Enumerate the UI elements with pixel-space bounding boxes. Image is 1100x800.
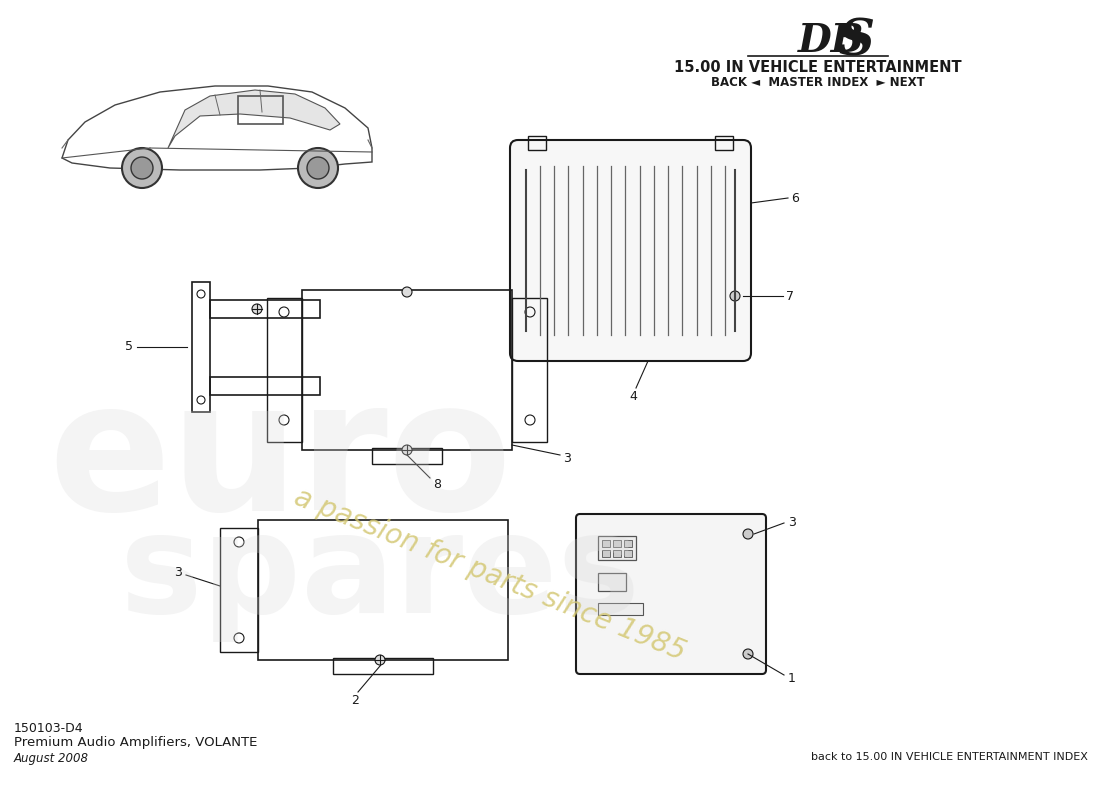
Bar bbox=[602, 540, 610, 547]
Bar bbox=[624, 540, 632, 547]
Circle shape bbox=[730, 291, 740, 301]
Circle shape bbox=[742, 529, 754, 539]
Circle shape bbox=[742, 649, 754, 659]
Bar bbox=[624, 550, 632, 557]
Circle shape bbox=[402, 445, 412, 455]
Text: 15.00 IN VEHICLE ENTERTAINMENT: 15.00 IN VEHICLE ENTERTAINMENT bbox=[674, 60, 961, 75]
Text: spares: spares bbox=[120, 507, 640, 642]
Bar bbox=[598, 573, 626, 591]
Text: 2: 2 bbox=[351, 694, 359, 706]
Bar bbox=[512, 298, 547, 442]
Bar bbox=[602, 550, 610, 557]
Text: DB: DB bbox=[798, 22, 865, 60]
Bar bbox=[613, 550, 621, 557]
Bar bbox=[210, 377, 320, 395]
Bar bbox=[598, 603, 644, 615]
Text: 6: 6 bbox=[791, 191, 799, 205]
Bar bbox=[528, 136, 546, 150]
Text: euro: euro bbox=[48, 372, 512, 548]
Text: 1: 1 bbox=[788, 671, 796, 685]
Bar bbox=[220, 528, 258, 652]
Bar bbox=[258, 520, 508, 660]
Text: BACK ◄  MASTER INDEX  ► NEXT: BACK ◄ MASTER INDEX ► NEXT bbox=[711, 76, 925, 89]
Polygon shape bbox=[168, 90, 340, 148]
Bar bbox=[210, 300, 320, 318]
Text: 4: 4 bbox=[629, 390, 637, 402]
Text: 150103-D4: 150103-D4 bbox=[14, 722, 84, 735]
Circle shape bbox=[375, 655, 385, 665]
Bar bbox=[598, 536, 636, 560]
FancyBboxPatch shape bbox=[576, 514, 766, 674]
Bar bbox=[333, 658, 433, 674]
Circle shape bbox=[252, 304, 262, 314]
Text: a passion for parts since 1985: a passion for parts since 1985 bbox=[290, 483, 690, 666]
Bar bbox=[267, 298, 303, 442]
Bar bbox=[372, 448, 442, 464]
Bar bbox=[715, 136, 733, 150]
Circle shape bbox=[402, 287, 412, 297]
Text: August 2008: August 2008 bbox=[14, 752, 89, 765]
FancyBboxPatch shape bbox=[510, 140, 751, 361]
Text: 8: 8 bbox=[433, 478, 441, 491]
Circle shape bbox=[307, 157, 329, 179]
Text: 5: 5 bbox=[125, 341, 133, 354]
Circle shape bbox=[131, 157, 153, 179]
Bar bbox=[238, 96, 283, 124]
Text: back to 15.00 IN VEHICLE ENTERTAINMENT INDEX: back to 15.00 IN VEHICLE ENTERTAINMENT I… bbox=[811, 752, 1088, 762]
Circle shape bbox=[298, 148, 338, 188]
Text: 3: 3 bbox=[563, 451, 571, 465]
Circle shape bbox=[122, 148, 162, 188]
Bar bbox=[613, 540, 621, 547]
Text: S: S bbox=[838, 18, 875, 67]
Bar bbox=[192, 282, 210, 412]
Text: 3: 3 bbox=[788, 515, 796, 529]
Text: Premium Audio Amplifiers, VOLANTE: Premium Audio Amplifiers, VOLANTE bbox=[14, 736, 257, 749]
Text: 7: 7 bbox=[786, 290, 794, 302]
Bar bbox=[302, 290, 512, 450]
Text: 3: 3 bbox=[174, 566, 182, 578]
